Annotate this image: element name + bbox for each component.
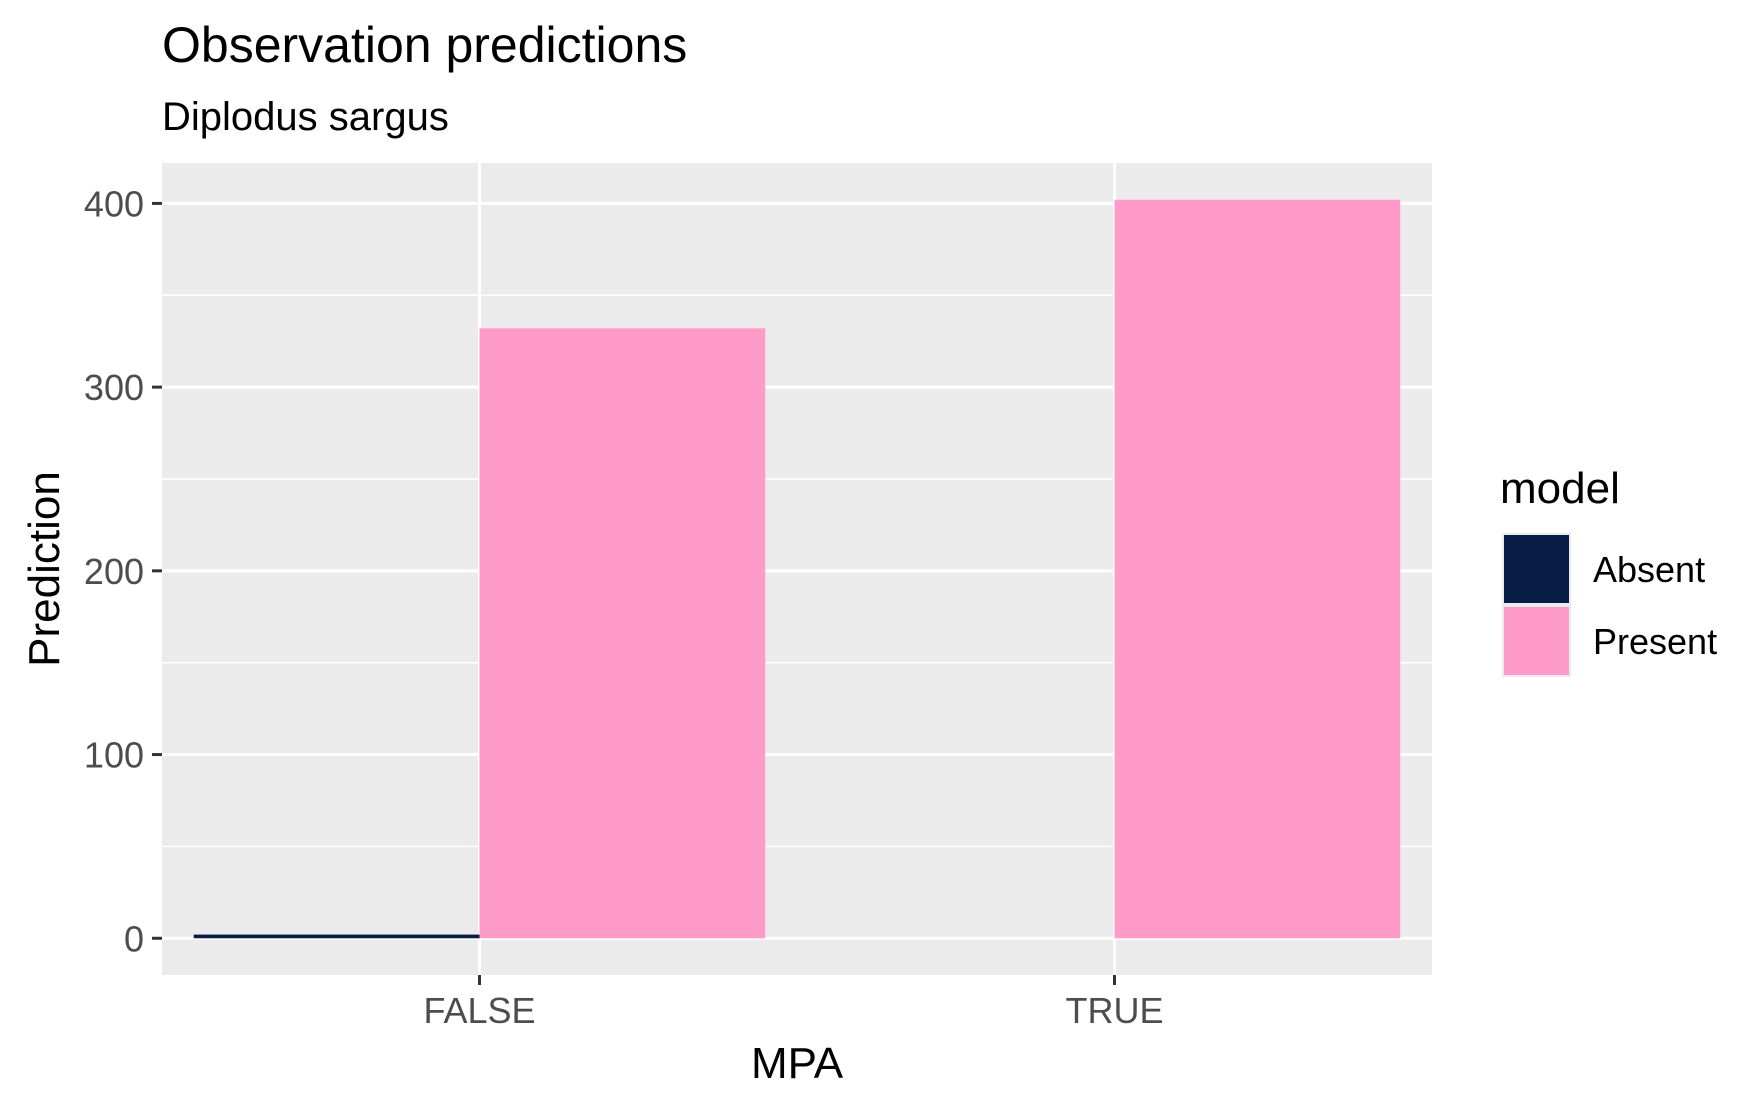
y-axis: 0 100 200 300 400	[84, 183, 162, 959]
chart-subtitle: Diplodus sargus	[162, 95, 449, 139]
bars	[193, 199, 1401, 939]
y-tick-label: 400	[84, 183, 144, 224]
x-axis-title: MPA	[751, 1039, 844, 1088]
x-axis: FALSE TRUE	[423, 975, 1164, 1031]
legend-title: model	[1500, 464, 1620, 513]
y-tick-label: 0	[124, 918, 144, 959]
chart-title: Observation predictions	[162, 17, 687, 73]
legend: model Absent Present	[1500, 464, 1717, 677]
y-tick-label: 300	[84, 367, 144, 408]
legend-key-present	[1504, 607, 1569, 675]
legend-label-absent: Absent	[1593, 549, 1705, 590]
x-tick-label: FALSE	[423, 990, 535, 1031]
bar-present-false	[479, 328, 766, 939]
y-tick-label: 200	[84, 551, 144, 592]
y-axis-title: Prediction	[20, 471, 69, 667]
bar-absent-false	[193, 934, 480, 939]
legend-label-present: Present	[1593, 621, 1717, 662]
x-tick-label: TRUE	[1066, 990, 1164, 1031]
bar-present-true	[1114, 199, 1401, 939]
y-tick-label: 100	[84, 735, 144, 776]
legend-key-absent	[1504, 535, 1569, 603]
